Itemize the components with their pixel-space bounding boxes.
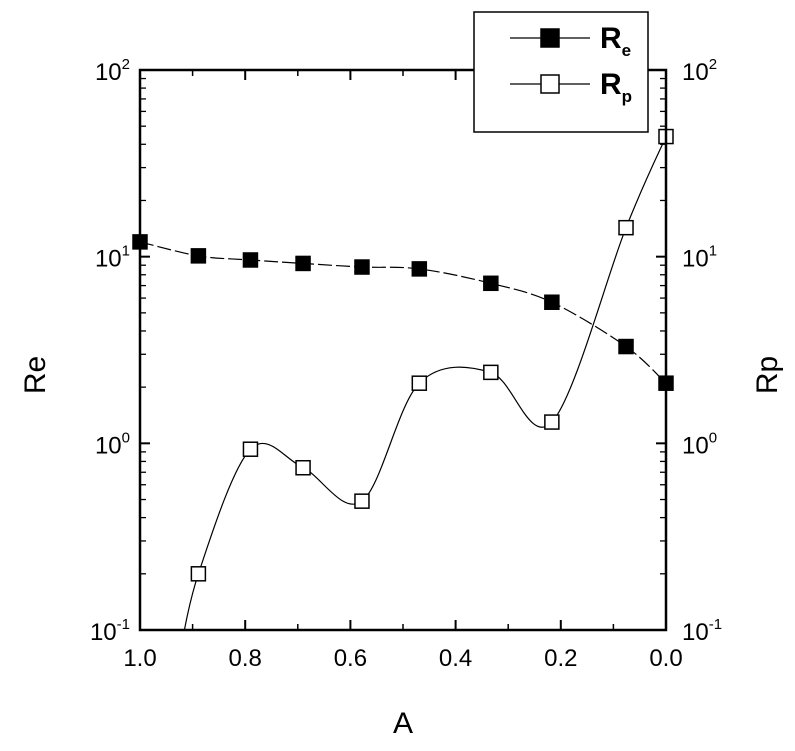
x-tick-label: 1.0: [123, 645, 156, 672]
data-point-Rp: [483, 364, 499, 381]
x-tick-label: 0.0: [649, 645, 682, 672]
data-point-Re: [483, 275, 499, 292]
x-axis-title: A: [393, 707, 413, 740]
y-tick-label-right: 102: [682, 56, 717, 86]
legend-label-rp: Rp: [600, 68, 632, 106]
data-point-Rp: [544, 414, 560, 430]
series-curve-Re: [140, 241, 666, 384]
data-point-Rp: [190, 566, 207, 582]
y-tick-label-left: 102: [95, 56, 130, 86]
x-tick-label: 0.6: [334, 645, 367, 672]
legend-label-re: Re: [600, 22, 631, 60]
data-point-Re: [295, 255, 311, 272]
data-point-Rp: [354, 493, 370, 509]
legend-label-re-base: R: [600, 22, 622, 55]
curves-layer: [140, 136, 666, 630]
legend-label-rp-base: R: [600, 68, 622, 101]
y-tick-label-left: 10-1: [90, 616, 130, 646]
data-point-Re: [242, 252, 259, 268]
legend: Re Rp: [473, 11, 649, 133]
y-tick-label-left: 101: [95, 243, 130, 273]
y-tick-label-right: 10-1: [682, 616, 722, 646]
data-point-Re: [544, 294, 560, 310]
right-y-axis-title: Rp: [751, 356, 784, 394]
markers-layer: [132, 128, 674, 582]
data-point-Rp: [618, 219, 634, 236]
data-point-Rp: [295, 459, 311, 476]
x-tick-label: 0.8: [229, 645, 262, 672]
data-point-Re: [190, 248, 207, 264]
data-point-Re: [354, 259, 370, 275]
data-point-Re: [411, 261, 428, 277]
y-tick-label-left: 100: [95, 429, 130, 459]
legend-box: [473, 11, 649, 133]
data-point-Rp: [411, 375, 428, 391]
ticks-layer: [139, 69, 667, 631]
data-point-Re: [618, 338, 634, 355]
legend-marker-re: [540, 28, 560, 48]
left-y-axis-title: Re: [19, 356, 52, 394]
series-curve-Rp: [183, 136, 666, 630]
legend-label-re-sub: e: [622, 41, 631, 60]
x-tick-label: 0.2: [544, 645, 577, 672]
legend-label-rp-sub: p: [622, 87, 632, 106]
plot-frame: [138, 68, 668, 632]
x-tick-label: 0.4: [439, 645, 472, 672]
legend-marker-rp: [540, 74, 560, 94]
y-tick-label-right: 100: [682, 429, 717, 459]
data-point-Rp: [242, 441, 259, 457]
y-tick-label-right: 101: [682, 243, 717, 273]
